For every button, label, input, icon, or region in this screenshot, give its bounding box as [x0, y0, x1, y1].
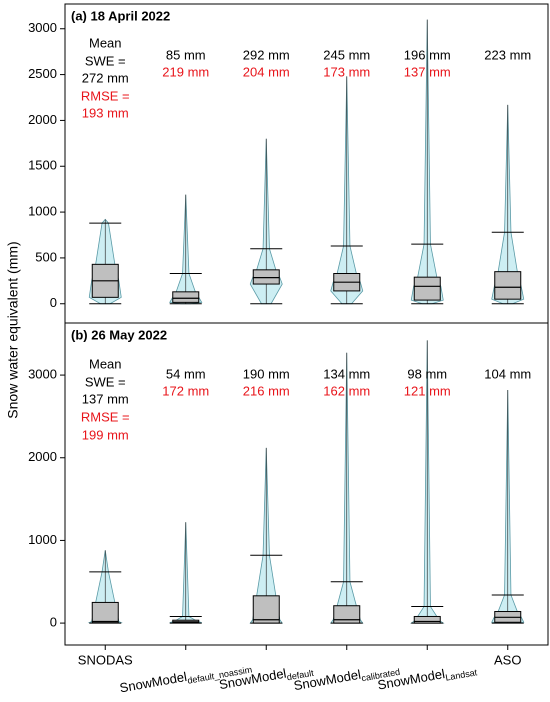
rmse-value: 204 mm	[243, 64, 290, 79]
rmse-value: 172 mm	[162, 383, 209, 398]
mean-value: 292 mm	[243, 47, 290, 62]
box	[91, 601, 119, 624]
y-tick-label: 2000	[28, 112, 57, 127]
mean-value: 85 mm	[166, 47, 206, 62]
x-tick-label: SNODAS	[78, 652, 133, 667]
mean-label: SWE =	[85, 374, 126, 389]
rmse-value: 173 mm	[323, 64, 370, 79]
y-tick-label: 2500	[28, 66, 57, 81]
mean-value: 245 mm	[323, 47, 370, 62]
rmse-label: RMSE =	[81, 409, 130, 424]
y-tick-label: 1000	[28, 532, 57, 547]
rmse-value: 219 mm	[162, 64, 209, 79]
box	[413, 276, 441, 301]
panel-title: (b) 26 May 2022	[71, 327, 167, 342]
box	[494, 271, 522, 300]
category-subscript: Landsat	[445, 668, 479, 683]
category-subscript: default	[286, 668, 315, 683]
plot-frame	[64, 3, 549, 646]
box	[172, 291, 200, 303]
mean-label: Mean	[89, 356, 122, 371]
rmse-value: 193 mm	[82, 105, 129, 120]
y-tick-label: 3000	[28, 20, 57, 35]
y-tick-label: 3000	[28, 367, 57, 382]
rmse-value: 199 mm	[82, 427, 129, 442]
mean-value: 98 mm	[407, 366, 447, 381]
mean-value: 196 mm	[404, 47, 451, 62]
x-tick-label: SnowModelLandsat	[377, 661, 479, 695]
mean-label: SWE =	[85, 53, 126, 68]
panel-title: (a) 18 April 2022	[71, 8, 170, 23]
rmse-value: 121 mm	[404, 383, 451, 398]
category-name: SnowModel	[119, 669, 189, 696]
y-tick-label: 500	[35, 249, 57, 264]
rmse-value: 162 mm	[323, 383, 370, 398]
x-tick-label: ASO	[494, 652, 521, 667]
box	[252, 595, 280, 624]
mean-value: 104 mm	[484, 366, 531, 381]
y-axis-label: Snow water equivalent (mm)	[5, 241, 21, 418]
y-tick-label: 2000	[28, 449, 57, 464]
rmse-value: 137 mm	[404, 64, 451, 79]
mean-value: 54 mm	[166, 366, 206, 381]
mean-value: 190 mm	[243, 366, 290, 381]
y-tick-label: 1500	[28, 158, 57, 173]
box	[413, 615, 441, 624]
mean-value: 272 mm	[82, 70, 129, 85]
y-tick-label: 0	[50, 295, 57, 310]
rmse-value: 216 mm	[243, 383, 290, 398]
y-tick-label: 1000	[28, 204, 57, 219]
box	[333, 605, 361, 624]
mean-value: 223 mm	[484, 47, 531, 62]
rmse-label: RMSE =	[81, 88, 130, 103]
mean-value: 137 mm	[82, 391, 129, 406]
box	[252, 269, 280, 285]
y-tick-label: 0	[50, 615, 57, 630]
mean-label: Mean	[89, 35, 122, 50]
mean-value: 134 mm	[323, 366, 370, 381]
